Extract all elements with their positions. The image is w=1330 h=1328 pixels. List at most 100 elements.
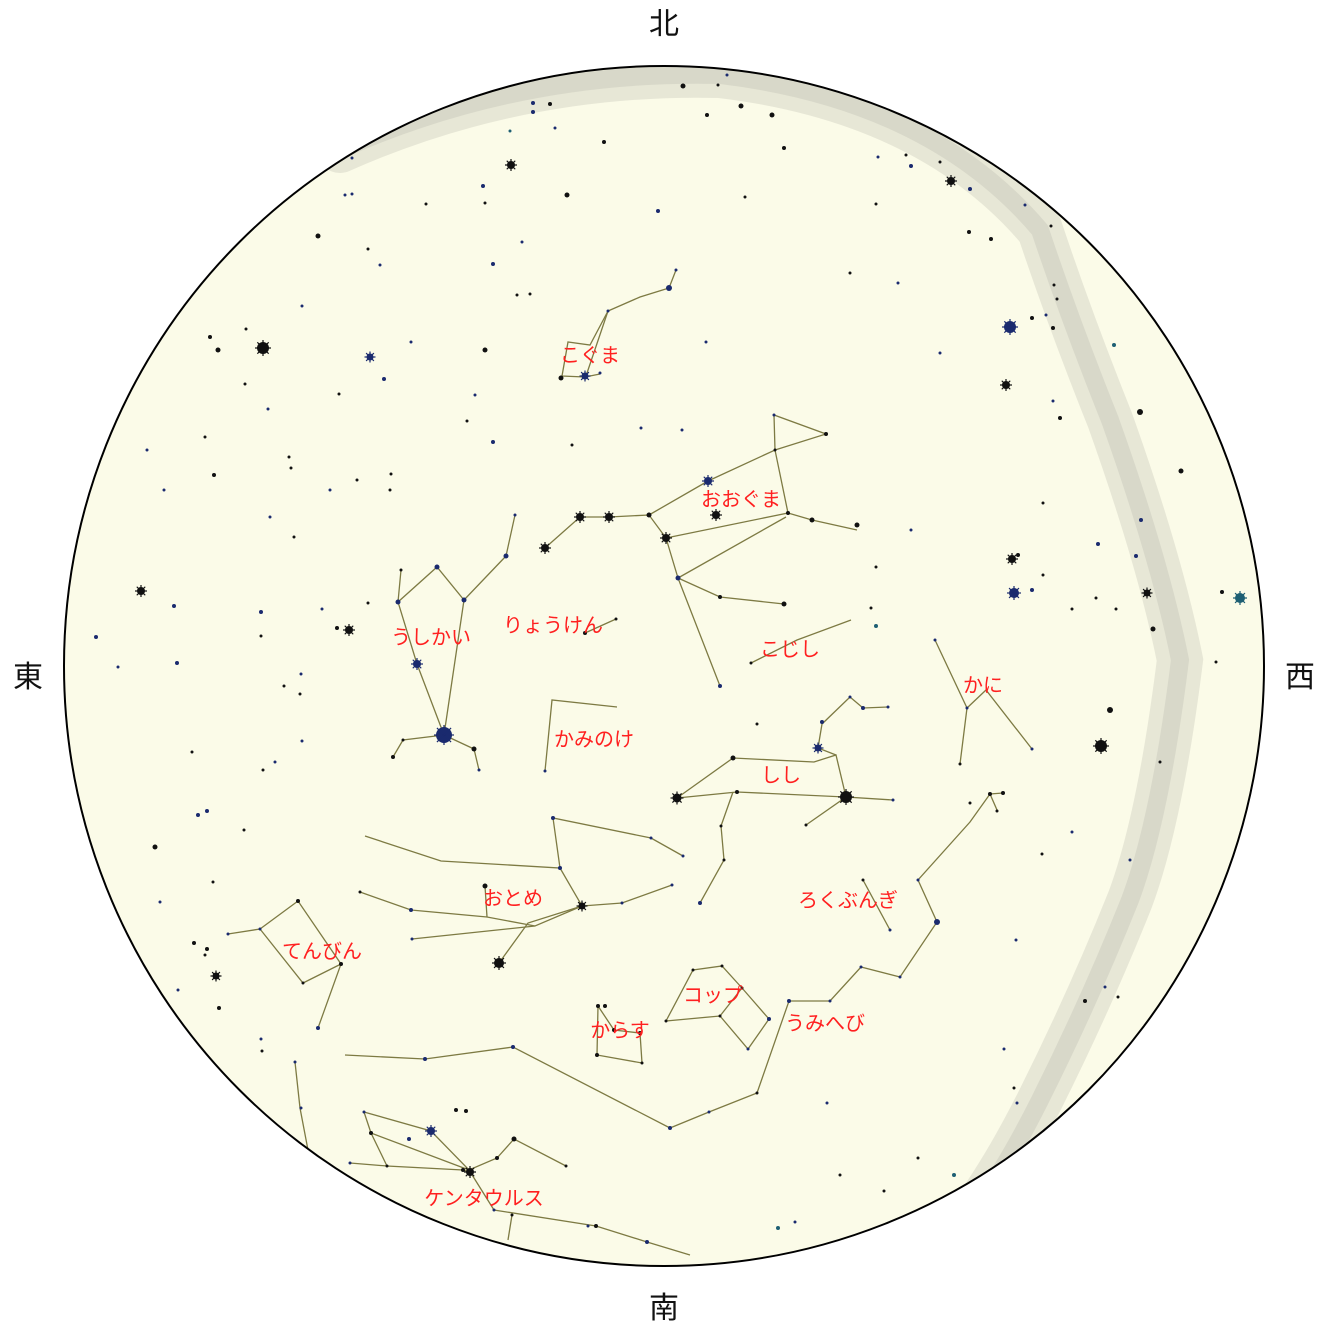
centaurus-lines	[507, 1214, 513, 1241]
star	[638, 1031, 642, 1035]
star	[958, 762, 962, 766]
star	[293, 1060, 297, 1064]
star	[1041, 501, 1045, 505]
star	[301, 981, 305, 985]
star	[769, 112, 775, 118]
star	[217, 1006, 221, 1010]
horizon-circle	[63, 65, 1265, 1267]
star	[718, 684, 722, 688]
star	[586, 1224, 590, 1228]
star	[916, 878, 920, 882]
star	[369, 1131, 373, 1135]
bright-star	[812, 742, 824, 754]
star	[337, 392, 341, 396]
star	[738, 103, 744, 109]
star	[407, 1137, 411, 1141]
star	[612, 1028, 616, 1032]
star	[934, 919, 940, 925]
star	[395, 599, 401, 605]
star	[888, 928, 892, 932]
leo-lines	[699, 791, 734, 904]
star	[382, 377, 386, 381]
virgo-lines	[484, 885, 488, 918]
star	[705, 113, 709, 117]
bright-star	[464, 1166, 476, 1178]
stars	[94, 73, 1247, 1244]
star	[259, 1037, 263, 1041]
label-libra: てんびん	[282, 939, 362, 963]
star	[704, 340, 708, 344]
bright-star	[603, 511, 615, 523]
star	[938, 351, 942, 355]
star	[596, 1004, 600, 1008]
centaurus-lines	[349, 1162, 388, 1167]
label-leo: しし	[761, 763, 801, 787]
star	[259, 610, 263, 614]
label-coma: かみのけ	[554, 727, 634, 751]
bright-star	[364, 351, 376, 363]
star	[461, 597, 467, 603]
star	[640, 1061, 644, 1065]
star	[287, 455, 291, 459]
star	[328, 488, 332, 492]
star	[1220, 590, 1224, 594]
star	[282, 684, 286, 688]
centaurus-lines	[370, 1132, 470, 1171]
corvus-lines	[596, 1005, 643, 1064]
label-virgo: おとめ	[483, 886, 543, 910]
star	[656, 209, 660, 213]
star	[938, 160, 942, 164]
star	[495, 1156, 499, 1160]
star	[804, 823, 808, 827]
star	[1014, 938, 1018, 942]
star	[511, 1136, 517, 1142]
star	[793, 1220, 797, 1224]
star	[551, 816, 555, 820]
star	[531, 110, 535, 114]
label-leo-minor: こじし	[760, 637, 820, 661]
star	[389, 472, 393, 476]
star	[725, 73, 729, 77]
star	[786, 511, 790, 515]
star	[718, 1014, 722, 1018]
star	[1128, 858, 1132, 862]
star	[243, 382, 247, 386]
star	[473, 393, 477, 397]
star	[348, 1161, 352, 1165]
star	[1150, 626, 1156, 632]
star	[646, 512, 652, 518]
star	[825, 1101, 829, 1105]
star	[558, 375, 564, 381]
star	[268, 515, 272, 519]
star	[465, 419, 469, 423]
cancer-lines	[966, 689, 1033, 750]
star	[933, 638, 937, 642]
star	[116, 665, 120, 669]
label-canes-venatici: りょうけん	[503, 613, 603, 637]
star	[1107, 707, 1113, 713]
star	[1016, 553, 1020, 557]
star	[743, 195, 747, 199]
star	[1012, 1086, 1016, 1090]
bright-star	[579, 370, 591, 382]
star	[1040, 852, 1044, 856]
star	[482, 347, 488, 353]
coma-lines	[544, 699, 618, 772]
star	[896, 281, 900, 285]
star	[424, 202, 428, 206]
star	[343, 193, 347, 197]
star	[520, 240, 524, 244]
star	[720, 964, 724, 968]
star	[1134, 554, 1138, 558]
west-label: 西	[1285, 660, 1315, 695]
star	[820, 720, 824, 724]
star	[1030, 588, 1034, 592]
star	[528, 292, 532, 296]
star	[350, 156, 354, 160]
star	[242, 828, 246, 832]
label-cancer: かに	[963, 673, 1003, 697]
star	[680, 83, 686, 89]
star	[260, 1049, 264, 1053]
star	[848, 695, 852, 699]
